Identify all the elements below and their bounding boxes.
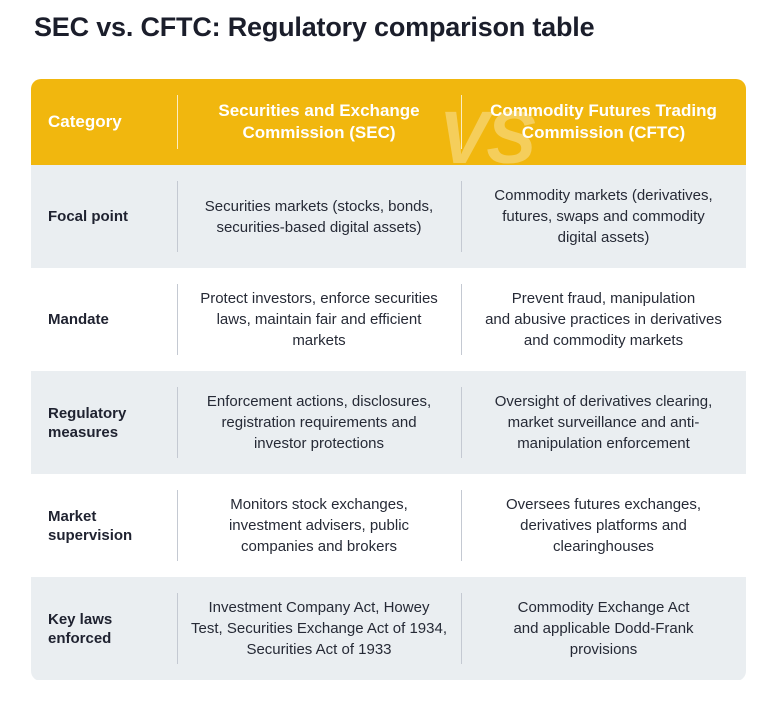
row-sec-cell: Protect investors, enforce securities la… <box>177 268 461 371</box>
row-divider <box>461 387 462 458</box>
row-category-cell: Mandate <box>31 268 177 371</box>
row-sec-text: companies and brokers <box>241 538 397 555</box>
row-cftc-text: market surveillance and anti- <box>507 414 700 431</box>
row-sec-text: investor protections <box>253 435 385 452</box>
row-divider <box>461 284 462 355</box>
table-header: VS Category Securities and Exchange Comm… <box>31 79 746 175</box>
row-divider <box>177 490 178 561</box>
table-row-focal-point: Focal point Securities markets (stocks, … <box>31 165 746 268</box>
row-sec-cell: Investment Company Act, Howey Test, Secu… <box>177 577 461 680</box>
row-cftc-cell: Oversight of derivatives clearing, marke… <box>461 371 746 474</box>
row-sec-text: registration requirements and <box>221 414 417 431</box>
header-cftc-line: Commodity Futures Trading <box>490 101 717 120</box>
row-cftc-cell: Commodity markets (derivatives, futures,… <box>461 165 746 268</box>
row-category-label: Key laws <box>48 610 113 628</box>
row-category-cell: Key laws enforced <box>31 577 177 680</box>
row-cftc-text: Commodity markets (derivatives, <box>494 187 713 204</box>
row-cftc-cell: Commodity Exchange Act and applicable Do… <box>461 577 746 680</box>
row-divider <box>177 593 178 664</box>
row-cftc-text: and commodity markets <box>523 332 684 349</box>
row-cftc-text: manipulation enforcement <box>517 435 690 452</box>
header-cftc-line: Commission (CFTC) <box>521 123 686 142</box>
row-sec-text: Securities markets (stocks, bonds, <box>204 197 434 215</box>
table-row-key-laws-enforced: Key laws enforced Investment Company Act… <box>31 577 746 680</box>
row-cftc-text: Oversight of derivatives clearing, <box>494 393 713 410</box>
row-cftc-text: Commodity Exchange Act <box>517 599 690 616</box>
row-cftc-text: futures, swaps and commodity <box>502 208 705 225</box>
row-category-label: Focal point <box>48 208 128 225</box>
table-row-market-supervision: Market supervision Monitors stock exchan… <box>31 474 746 577</box>
row-sec-text: laws, maintain fair and efficient <box>216 311 422 328</box>
row-divider <box>177 387 178 458</box>
row-cftc-text: clearinghouses <box>553 538 654 555</box>
row-sec-text: Test, Securities Exchange Act of 1934, <box>191 620 447 637</box>
row-divider <box>461 181 462 252</box>
header-sec-line: Securities and Exchange <box>218 101 420 120</box>
table-row-regulatory-measures: Regulatory measures Enforcement actions,… <box>31 371 746 474</box>
row-sec-text: Protect investors, enforce securities <box>200 290 438 307</box>
row-cftc-text: digital assets) <box>557 229 650 246</box>
table-row-mandate: Mandate Protect investors, enforce secur… <box>31 268 746 371</box>
row-cftc-text: provisions <box>569 641 638 658</box>
row-sec-text: Monitors stock exchanges, <box>230 496 408 513</box>
row-cftc-text: Prevent fraud, manipulation <box>511 290 696 307</box>
row-sec-cell: Enforcement actions, disclosures, regist… <box>177 371 461 474</box>
row-sec-cell: Monitors stock exchanges, investment adv… <box>177 474 461 577</box>
row-sec-cell: Securities markets (stocks, bonds, secur… <box>177 165 461 268</box>
row-cftc-cell: Prevent fraud, manipulation and abusive … <box>461 268 746 371</box>
row-cftc-text: derivatives platforms and <box>520 517 687 534</box>
row-divider <box>461 593 462 664</box>
row-category-cell: Regulatory measures <box>31 371 177 474</box>
row-category-cell: Market supervision <box>31 474 177 577</box>
row-sec-text: investment advisers, public <box>228 517 410 534</box>
row-category-label: Regulatory <box>48 404 127 422</box>
row-sec-text: Investment Company Act, Howey <box>208 599 430 616</box>
row-category-label: supervision <box>48 526 133 544</box>
header-category-label: Category <box>48 112 122 131</box>
row-cftc-cell: Oversees futures exchanges, derivatives … <box>461 474 746 577</box>
header-sec: Securities and Exchange Commission (SEC) <box>177 79 461 165</box>
row-sec-text: Enforcement actions, disclosures, <box>206 393 432 410</box>
comparison-table: VS Category Securities and Exchange Comm… <box>31 79 746 681</box>
row-cftc-text: and applicable Dodd-Frank <box>513 620 694 637</box>
header-divider <box>461 95 462 149</box>
page-title: SEC vs. CFTC: Regulatory comparison tabl… <box>34 12 595 42</box>
header-category: Category <box>31 79 177 165</box>
row-cftc-text: Oversees futures exchanges, <box>505 496 702 513</box>
row-category-label: enforced <box>48 629 112 647</box>
header-divider <box>177 95 178 149</box>
row-divider <box>177 181 178 252</box>
row-divider <box>177 284 178 355</box>
row-sec-text: markets <box>292 332 346 349</box>
row-category-label: measures <box>48 423 119 441</box>
header-cftc: Commodity Futures Trading Commission (CF… <box>461 79 746 165</box>
row-divider <box>461 490 462 561</box>
row-category-label: Mandate <box>48 311 109 328</box>
row-category-label: Market <box>48 507 97 525</box>
header-sec-line: Commission (SEC) <box>242 123 396 142</box>
row-cftc-text: and abusive practices in derivatives <box>485 311 722 328</box>
row-sec-text: securities-based digital assets) <box>216 218 422 236</box>
row-sec-text: Securities Act of 1933 <box>246 641 392 658</box>
row-category-cell: Focal point <box>31 165 177 268</box>
